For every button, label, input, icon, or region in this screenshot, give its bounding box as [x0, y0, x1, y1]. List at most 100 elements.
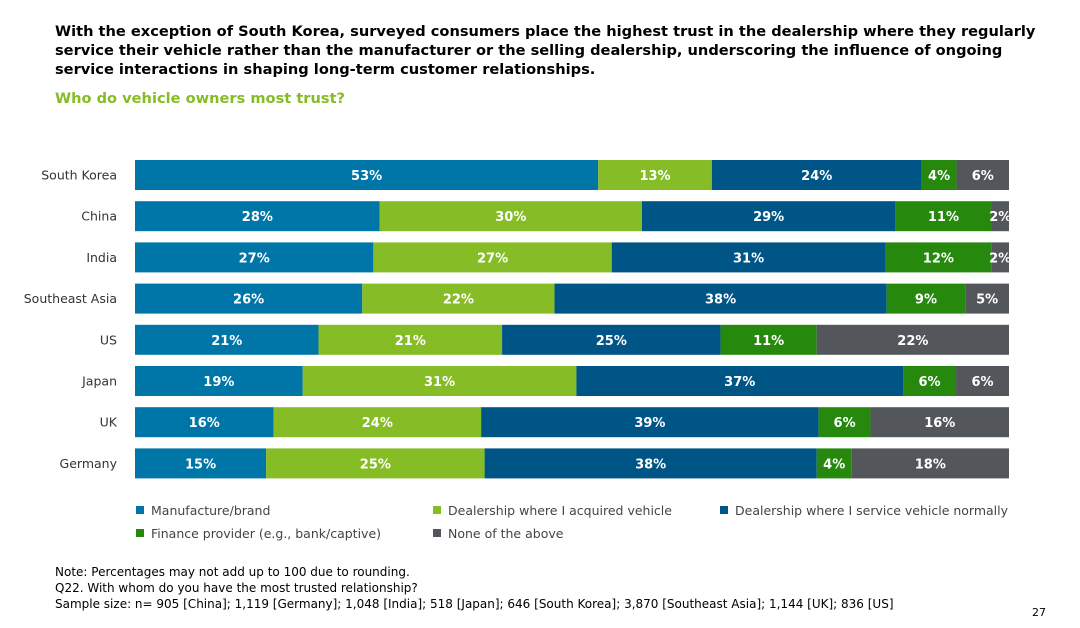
- bar-row: UK 16% 24% 39% 6% 16%: [100, 407, 1009, 438]
- bar-segment: [135, 160, 599, 190]
- bar-segment: [991, 201, 1009, 232]
- bar-segment: [266, 448, 485, 479]
- bar-segment: [611, 242, 886, 273]
- data-label: 39%: [634, 416, 665, 431]
- bar-segment: [895, 201, 992, 232]
- bar-segment: [598, 160, 712, 190]
- category-label: China: [81, 209, 117, 224]
- bar-segment: [135, 407, 274, 438]
- category-label: South Korea: [41, 168, 117, 183]
- bar-segment: [818, 407, 871, 438]
- data-label: 9%: [915, 293, 937, 308]
- legend-item-finance-provider: Finance provider (e.g., bank/captive): [136, 526, 381, 541]
- bar-segment: [956, 160, 1009, 190]
- data-label: 6%: [919, 375, 941, 390]
- data-label: 25%: [596, 334, 627, 349]
- legend-label: Manufacture/brand: [151, 503, 271, 518]
- data-label: 11%: [753, 334, 784, 349]
- bar-row: Southeast Asia 26% 22% 38% 9% 5%: [24, 283, 1009, 314]
- bar-segment: [886, 283, 966, 314]
- data-label: 22%: [443, 293, 474, 308]
- category-label: US: [100, 332, 117, 347]
- category-label: UK: [100, 415, 118, 430]
- data-label: 31%: [733, 251, 764, 266]
- data-label: 24%: [801, 169, 832, 184]
- data-label: 2%: [989, 251, 1011, 266]
- data-label: 6%: [834, 416, 856, 431]
- legend-swatch: [433, 506, 441, 514]
- data-label: 4%: [928, 169, 950, 184]
- chart-subtitle: Who do vehicle owners most trust?: [55, 90, 346, 107]
- chart-notes: Note: Percentages may not add up to 100 …: [55, 564, 894, 612]
- data-label: 53%: [351, 169, 382, 184]
- legend-item-manufacturer: Manufacture/brand: [136, 503, 270, 518]
- data-label: 12%: [923, 251, 954, 266]
- data-label: 38%: [635, 457, 666, 472]
- data-label: 6%: [972, 169, 994, 184]
- bar-segment: [273, 407, 482, 438]
- bar-segment: [554, 283, 887, 314]
- data-label: 6%: [971, 375, 993, 390]
- bar-segment: [816, 324, 1009, 355]
- category-label: India: [86, 250, 117, 265]
- legend-label: Finance provider (e.g., bank/captive): [151, 526, 382, 541]
- data-label: 16%: [924, 416, 955, 431]
- bar-segment: [135, 366, 303, 396]
- legend-swatch: [720, 506, 728, 514]
- bar-segment: [956, 366, 1009, 396]
- bar-row: South Korea 53% 13% 24% 4% 6%: [41, 160, 1009, 190]
- data-label: 24%: [362, 416, 393, 431]
- legend-swatch: [433, 529, 441, 537]
- data-label: 27%: [477, 251, 508, 266]
- legend-label: None of the above: [448, 526, 564, 541]
- data-label: 19%: [203, 375, 234, 390]
- legend-item-none: None of the above: [433, 526, 563, 541]
- legend-swatch: [136, 506, 144, 514]
- bar-row: US 21% 21% 25% 11% 22%: [100, 324, 1009, 355]
- bar-segment: [135, 448, 267, 479]
- legend-label: Dealership where I acquired vehicle: [448, 503, 672, 518]
- data-label: 18%: [915, 457, 946, 472]
- data-label: 2%: [989, 210, 1011, 225]
- bar-segment: [870, 407, 1009, 438]
- data-label: 4%: [823, 457, 845, 472]
- data-label: 21%: [395, 334, 426, 349]
- data-label: 27%: [239, 251, 270, 266]
- bar-segment: [885, 242, 992, 273]
- bar-segment: [711, 160, 922, 190]
- chart-headline: With the exception of South Korea, surve…: [55, 23, 1036, 78]
- data-label: 16%: [189, 416, 220, 431]
- data-label: 31%: [424, 375, 455, 390]
- data-label: 21%: [211, 334, 242, 349]
- bar-segment: [379, 201, 642, 232]
- bar-segment: [302, 366, 577, 396]
- bar-row: India 27% 27% 31% 12% 2%: [86, 242, 1011, 273]
- legend-label: Dealership where I service vehicle norma…: [735, 503, 1009, 518]
- bar-segment: [481, 407, 819, 438]
- page-number: 27: [1032, 606, 1046, 619]
- bar-segment: [991, 242, 1009, 273]
- data-label: 13%: [639, 169, 670, 184]
- bar-segment: [576, 366, 904, 396]
- bar-segment: [373, 242, 612, 273]
- bar-segment: [851, 448, 1009, 479]
- category-label: Japan: [81, 374, 117, 389]
- data-label: 37%: [724, 375, 755, 390]
- data-label: 22%: [897, 334, 928, 349]
- bar-segment: [484, 448, 817, 479]
- stacked-bar-chart: South Korea 53% 13% 24% 4% 6% China 28% 30% 29% 11…: [24, 160, 1011, 479]
- bar-segment: [502, 324, 721, 355]
- bar-segment: [816, 448, 852, 479]
- sample-size-note: Sample size: n= 905 [China]; 1,119 [Germ…: [55, 597, 894, 611]
- bar-segment: [135, 201, 380, 232]
- bar-segment: [318, 324, 503, 355]
- bar-segment: [641, 201, 896, 232]
- bar-row: China 28% 30% 29% 11% 2%: [81, 201, 1011, 232]
- legend-item-service-dealership: Dealership where I service vehicle norma…: [720, 503, 1008, 518]
- bar-segment: [135, 283, 363, 314]
- data-label: 11%: [928, 210, 959, 225]
- data-label: 26%: [233, 293, 264, 308]
- data-label: 15%: [185, 457, 216, 472]
- bar-row: Japan 19% 31% 37% 6% 6%: [81, 366, 1009, 396]
- data-label: 5%: [976, 293, 998, 308]
